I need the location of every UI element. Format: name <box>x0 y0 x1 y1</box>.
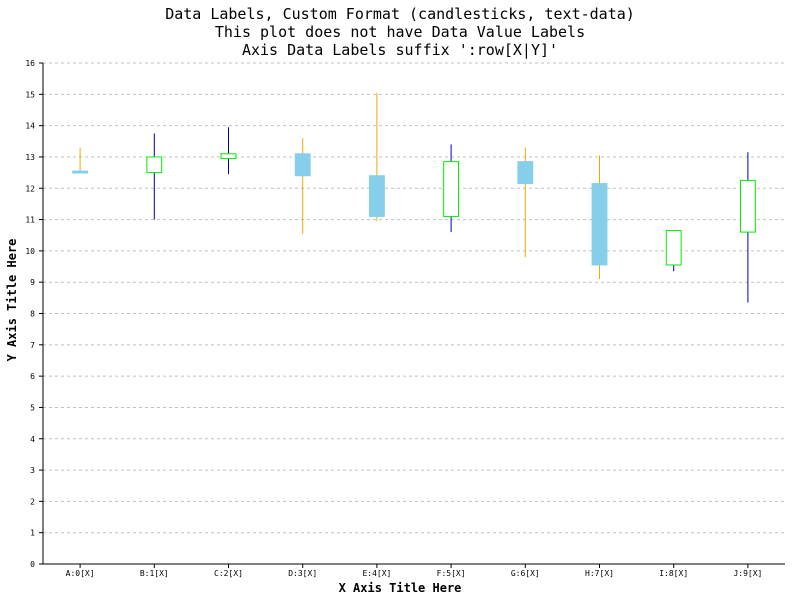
chart-title-line-3: Axis Data Labels suffix ':row[X|Y]' <box>241 41 559 59</box>
candle-body-up <box>146 156 163 174</box>
y-tick-label: 3 <box>30 466 35 475</box>
x-tick-label: H:7[X] <box>585 569 614 578</box>
candle-body-down <box>294 153 311 177</box>
candle-body-down <box>591 183 608 266</box>
candle-body-up <box>220 153 237 160</box>
y-tick-label: 15 <box>25 90 35 99</box>
y-tick-label: 14 <box>25 122 35 131</box>
y-tick-label: 5 <box>30 403 35 412</box>
candle-body-up <box>443 161 460 217</box>
y-tick-label: 2 <box>30 497 35 506</box>
x-tick-label: J:9[X] <box>733 569 762 578</box>
y-tick-label: 13 <box>25 153 35 162</box>
y-tick-label: 12 <box>25 184 35 193</box>
y-tick-label: 9 <box>30 278 35 287</box>
y-tick-label: 1 <box>30 529 35 538</box>
candle-body-down <box>368 175 385 217</box>
y-tick-label: 8 <box>30 310 35 319</box>
x-tick-label: F:5[X] <box>437 569 466 578</box>
y-tick-label: 16 <box>25 59 35 68</box>
y-tick-label: 4 <box>30 435 35 444</box>
y-tick-label: 11 <box>25 216 35 225</box>
y-tick-label: 0 <box>30 560 35 569</box>
x-axis-title: X Axis Title Here <box>338 581 462 595</box>
y-tick-label: 7 <box>30 341 35 350</box>
candle-body-up <box>665 230 682 266</box>
x-tick-label: I:8[X] <box>659 569 688 578</box>
chart-title-line-2: This plot does not have Data Value Label… <box>214 23 586 41</box>
y-axis-title: Y Axis Title Here <box>5 238 19 362</box>
x-tick-label: G:6[X] <box>511 569 540 578</box>
x-tick-label: B:1[X] <box>140 569 169 578</box>
y-tick-label: 6 <box>30 372 35 381</box>
chart-title-line-1: Data Labels, Custom Format (candlesticks… <box>165 5 635 23</box>
x-tick-label: E:4[X] <box>362 569 391 578</box>
candle-body-up <box>739 179 756 233</box>
x-tick-label: D:3[X] <box>288 569 317 578</box>
x-tick-label: C:2[X] <box>214 569 243 578</box>
y-tick-label: 10 <box>25 247 35 256</box>
candle-body-down <box>72 170 89 174</box>
x-tick-label: A:0[X] <box>66 569 95 578</box>
candle-body-down <box>517 161 534 185</box>
